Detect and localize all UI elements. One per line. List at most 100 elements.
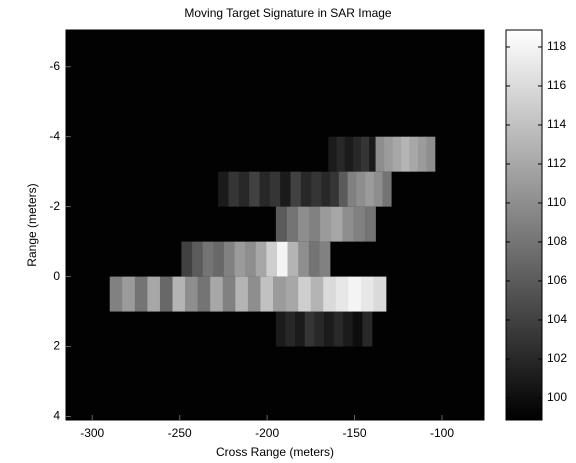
image-cell [375, 136, 385, 172]
image-cell [266, 241, 278, 277]
image-cell [202, 241, 214, 277]
image-cell [338, 171, 348, 207]
image-cell [147, 276, 161, 312]
image-cell [285, 276, 299, 312]
image-cell [260, 276, 274, 312]
image-background [66, 30, 484, 420]
image-cell [280, 171, 291, 207]
image-cell [352, 136, 362, 172]
image-cell [273, 276, 286, 312]
image-cell [286, 206, 299, 242]
colorbar-tick-label: 106 [547, 273, 567, 287]
image-cell [228, 171, 240, 207]
image-cell [109, 276, 123, 312]
x-tick-label: -300 [80, 426, 104, 440]
image-cell [308, 241, 320, 277]
image-cell [234, 241, 246, 277]
image-cell [401, 136, 410, 172]
image-cell [364, 206, 376, 242]
image-cell [218, 171, 229, 207]
image-cell [321, 171, 333, 207]
image-cell [360, 136, 370, 172]
image-cell [235, 276, 249, 312]
image-cell [360, 276, 374, 312]
image-cell [418, 136, 427, 172]
image-cell [223, 241, 235, 277]
image-cell [352, 311, 363, 347]
image-cell [298, 206, 310, 242]
image-cell [409, 136, 419, 172]
image-cell [304, 311, 315, 347]
image-cell [362, 311, 373, 347]
image-cell [343, 311, 354, 347]
image-cell [310, 276, 324, 312]
image-cell [122, 276, 136, 312]
image-cell [319, 241, 331, 277]
image-cell [238, 171, 250, 207]
image-cell [347, 171, 357, 207]
colorbar-tick-label: 116 [547, 78, 566, 92]
image-cell [249, 171, 260, 207]
image-cell [331, 206, 343, 242]
image-cell [222, 276, 236, 312]
image-cell [255, 241, 267, 277]
image-cell [323, 276, 337, 312]
image-cell [314, 311, 325, 347]
image-cell [382, 171, 392, 207]
image-cell [328, 136, 337, 172]
image-cell [269, 171, 281, 207]
x-tick-label: -150 [343, 426, 367, 440]
image-cell [336, 136, 345, 172]
image-cell [172, 276, 186, 312]
x-tick-label: -200 [255, 426, 279, 440]
y-tick-label: -6 [49, 59, 60, 73]
colorbar [505, 29, 543, 421]
colorbar-tick-label: 110 [547, 195, 566, 209]
image-cell [373, 276, 387, 312]
image-cell [181, 241, 193, 277]
image-cell [245, 241, 257, 277]
image-cell [276, 241, 288, 277]
x-tick-label: -250 [168, 426, 192, 440]
y-tick-label: -4 [49, 129, 60, 143]
colorbar-tick-label: 102 [547, 351, 567, 365]
y-tick-label: 2 [53, 339, 60, 353]
image-cell [323, 311, 334, 347]
colorbar-tick-label: 108 [547, 234, 567, 248]
image-cell [320, 206, 332, 242]
image-cell [298, 276, 311, 312]
image-cell [213, 241, 225, 277]
image-cell [285, 311, 296, 347]
image-cell [275, 206, 288, 242]
image-cell [185, 276, 198, 312]
y-axis-label: Range (meters) [25, 183, 39, 266]
image-cell [210, 276, 224, 312]
x-tick-label: -100 [430, 426, 454, 440]
image-cell [159, 276, 173, 312]
image-cell [298, 241, 310, 277]
colorbar-tick-label: 118 [547, 39, 566, 53]
colorbar-tick-label: 100 [547, 390, 567, 404]
image-cell [134, 276, 148, 312]
image-cell [344, 136, 354, 172]
image-cell [311, 171, 322, 207]
image-cell [392, 136, 402, 172]
image-cell [309, 206, 321, 242]
image-cell [333, 311, 344, 347]
image-cell [295, 311, 306, 347]
y-tick-label: -2 [49, 199, 60, 213]
image-cell [353, 206, 365, 242]
chart-title: Moving Target Signature in SAR Image [184, 6, 392, 20]
image-cell [197, 276, 211, 312]
y-tick-label: 0 [53, 269, 60, 283]
image-cell [369, 136, 378, 172]
colorbar-tick-label: 112 [547, 156, 566, 170]
image-cell [365, 171, 375, 207]
image-cell [348, 276, 362, 312]
x-axis-label: Cross Range (meters) [216, 445, 334, 459]
image-cell [373, 171, 383, 207]
colorbar-tick-label: 114 [547, 117, 566, 131]
colorbar-tick-label: 104 [547, 312, 567, 326]
image-cell [287, 241, 299, 277]
